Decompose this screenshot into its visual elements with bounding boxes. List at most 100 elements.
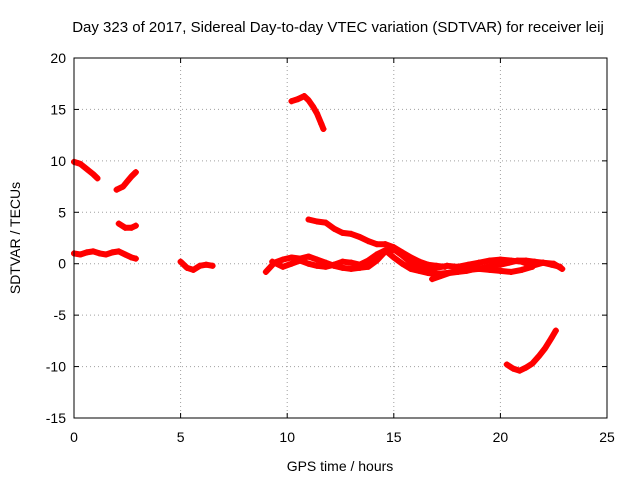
plot-frame [73,57,608,419]
series-arc-4 [115,220,139,231]
x-tick-label: 10 [279,429,295,445]
series-arc-2 [71,158,101,182]
data-point [356,261,363,268]
data-point [94,175,101,182]
series-trace [429,257,564,283]
grid [74,58,607,418]
series-arc-1 [71,248,139,262]
data-point [177,258,184,265]
data-point [399,249,406,256]
data-point [497,261,504,268]
y-tick-label: -15 [46,410,66,426]
data-point [288,254,295,261]
y-tick-label: 10 [50,153,66,169]
data-point [196,262,203,269]
data-point [309,103,316,110]
data-point [305,253,312,260]
data-point [548,261,555,268]
data-point [339,264,346,271]
data-point [314,110,321,117]
data-point [508,268,515,275]
data-point [128,173,135,180]
data-point [356,233,363,240]
data-point [77,160,84,167]
data-point [514,257,521,264]
x-tick-label: 5 [177,429,185,445]
y-tick-label: 0 [58,256,66,272]
data-point [339,229,346,236]
data-point [269,258,276,265]
series-arc-3 [113,169,139,193]
data-point [463,267,470,274]
data-point [529,360,536,367]
data-point [552,327,559,334]
data-point [83,249,90,256]
data-point [90,248,97,255]
data-point [522,257,529,264]
series-arc-9 [305,216,448,270]
chart-title: Day 323 of 2017, Sidereal Day-to-day VTE… [72,19,604,36]
data-point [516,367,523,374]
data-point [505,259,512,266]
data-point [90,171,97,178]
data-point [390,244,397,251]
series-trace [503,327,559,374]
data-point [531,258,538,265]
data-point [480,264,487,271]
data-point [279,263,286,270]
x-tick-label: 0 [70,429,78,445]
data-point [542,345,549,352]
data-point [510,365,517,372]
data-point [115,220,122,227]
data-point [83,166,90,173]
data-point [390,254,397,261]
data-point [115,248,122,255]
data-point [279,256,286,263]
data-point [339,258,346,265]
data-point [128,224,135,231]
data-point [548,334,555,341]
data-point [305,260,312,267]
y-tick-label: 20 [50,50,66,66]
data-point [407,265,414,272]
data-point [465,261,472,268]
data-point [262,268,269,275]
data-point [382,241,389,248]
data-point [77,251,84,258]
data-point [132,222,139,229]
data-point [540,259,547,266]
data-point [113,186,120,193]
data-point [294,96,301,103]
data-point [122,251,129,258]
x-tick-label: 15 [386,429,402,445]
data-point [382,247,389,254]
x-tick-label: 25 [599,429,615,445]
data-point [433,262,440,269]
data-point [441,263,448,270]
data-point [497,267,504,274]
data-point [399,260,406,267]
data-point [529,263,536,270]
data-series [71,93,566,374]
data-point [348,230,355,237]
data-point [128,254,135,261]
data-point [535,353,542,360]
data-point [365,263,372,270]
data-point [365,257,372,264]
data-point [437,273,444,280]
data-point [373,257,380,264]
data-point [518,266,525,273]
data-point [305,216,312,223]
data-point [429,276,436,283]
data-point [120,183,127,190]
data-point [365,238,372,245]
data-point [124,178,131,185]
data-point [314,256,321,263]
data-point [407,254,414,261]
data-point [132,255,139,262]
data-point [373,241,380,248]
data-point [102,251,109,258]
data-point [288,98,295,105]
data-point [96,250,103,257]
